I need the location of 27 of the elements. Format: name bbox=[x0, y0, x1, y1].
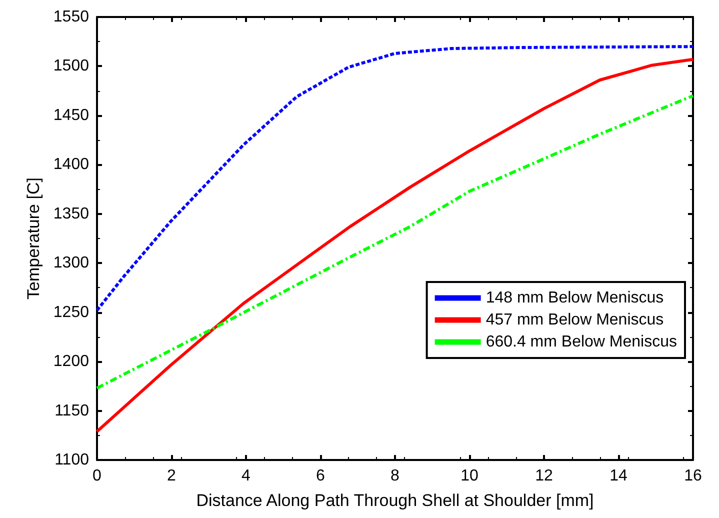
x-tick-label: 10 bbox=[460, 468, 478, 484]
y-tick-label: 1550 bbox=[53, 8, 90, 26]
y-tick-label: 1200 bbox=[53, 353, 90, 370]
y-tick-label: 1500 bbox=[53, 58, 90, 75]
y-tick-label: 1350 bbox=[53, 205, 90, 222]
y-tick-label: 1450 bbox=[53, 106, 90, 124]
legend-label: 148 mm Below Meniscus bbox=[486, 290, 664, 306]
y-tick-label: 1100 bbox=[54, 452, 90, 468]
legend-label: 457 mm Below Meniscus bbox=[486, 312, 664, 328]
x-tick-label: 4 bbox=[242, 468, 251, 484]
line-series bbox=[96, 58, 694, 433]
x-axis-title: Distance Along Path Through Shell at Shoulder [mm] bbox=[196, 491, 594, 510]
x-tick-label: 12 bbox=[535, 468, 553, 484]
line-series bbox=[96, 94, 694, 390]
legend-label: 660.4 mm Below Meniscus bbox=[486, 334, 677, 350]
x-tick-label: 6 bbox=[316, 468, 326, 484]
y-tick-label: 1150 bbox=[54, 402, 90, 420]
y-tick-label: 1400 bbox=[53, 156, 90, 174]
x-tick-label: 8 bbox=[390, 468, 400, 484]
x-tick-label: 0 bbox=[92, 468, 102, 484]
x-tick-label: 14 bbox=[610, 468, 628, 484]
x-tick-label: 2 bbox=[167, 468, 176, 484]
y-tick-label: 1300 bbox=[53, 254, 90, 272]
x-tick-label: 16 bbox=[684, 468, 702, 484]
y-tick-label: 1250 bbox=[53, 304, 90, 321]
y-axis-title: Temperature [C] bbox=[24, 178, 43, 300]
line-series bbox=[96, 45, 694, 312]
